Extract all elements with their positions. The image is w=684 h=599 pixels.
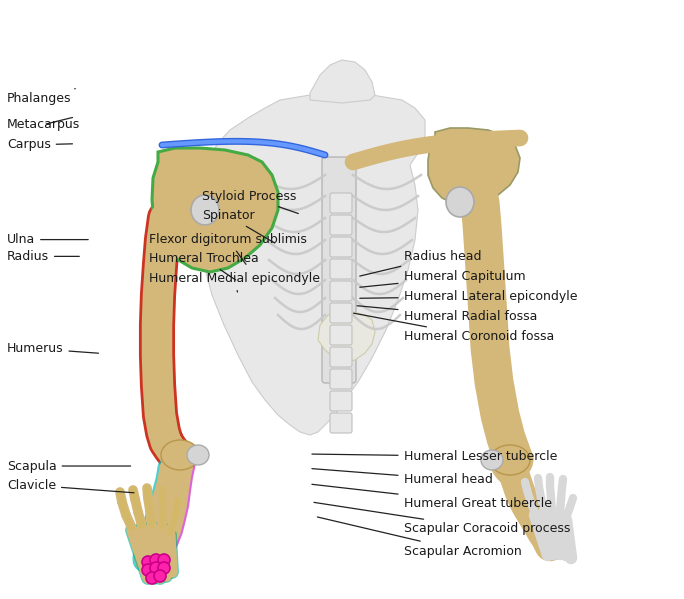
Text: Flexor digitorum sublimis: Flexor digitorum sublimis	[149, 233, 307, 264]
FancyBboxPatch shape	[330, 259, 352, 279]
FancyBboxPatch shape	[330, 303, 352, 323]
Text: Ulna: Ulna	[7, 233, 88, 246]
FancyBboxPatch shape	[330, 237, 352, 257]
Text: Scapula: Scapula	[7, 459, 131, 473]
Circle shape	[142, 564, 154, 576]
FancyBboxPatch shape	[330, 391, 352, 411]
Text: Scapular Coracoid process: Scapular Coracoid process	[314, 503, 570, 536]
Text: Humerus: Humerus	[7, 342, 98, 355]
Circle shape	[146, 572, 158, 584]
Text: Scapular Acromion: Scapular Acromion	[317, 517, 521, 558]
Text: Humeral Medial epicondyle: Humeral Medial epicondyle	[149, 272, 320, 292]
Text: Humeral Great tubercle: Humeral Great tubercle	[312, 485, 551, 510]
FancyBboxPatch shape	[330, 215, 352, 235]
Text: Humeral Lesser tubercle: Humeral Lesser tubercle	[312, 450, 557, 463]
Ellipse shape	[161, 440, 199, 470]
Ellipse shape	[446, 187, 474, 217]
FancyBboxPatch shape	[330, 347, 352, 367]
Text: Humeral Radial fossa: Humeral Radial fossa	[357, 305, 537, 323]
Text: Humeral Capitulum: Humeral Capitulum	[360, 270, 525, 288]
Text: Metacarpus: Metacarpus	[7, 117, 80, 131]
Polygon shape	[200, 93, 425, 435]
Ellipse shape	[490, 445, 530, 475]
Circle shape	[142, 556, 154, 568]
FancyBboxPatch shape	[330, 281, 352, 301]
Text: Spinator: Spinator	[202, 209, 274, 243]
Ellipse shape	[541, 537, 569, 559]
Circle shape	[158, 562, 170, 574]
Text: Clavicle: Clavicle	[7, 479, 134, 493]
Text: Humeral head: Humeral head	[312, 468, 492, 486]
Polygon shape	[428, 128, 520, 206]
Circle shape	[150, 562, 162, 574]
Text: Humeral Lateral epicondyle: Humeral Lateral epicondyle	[360, 290, 577, 303]
Ellipse shape	[191, 195, 219, 225]
Text: Styloid Process: Styloid Process	[202, 190, 298, 213]
FancyBboxPatch shape	[330, 413, 352, 433]
Text: Carpus: Carpus	[7, 138, 73, 152]
FancyBboxPatch shape	[330, 193, 352, 213]
Text: Humeral Trochlea: Humeral Trochlea	[149, 252, 259, 280]
FancyBboxPatch shape	[322, 157, 356, 383]
Text: Radius head: Radius head	[360, 250, 481, 276]
Circle shape	[158, 554, 170, 566]
Polygon shape	[152, 148, 278, 272]
Text: Humeral Coronoid fossa: Humeral Coronoid fossa	[354, 313, 554, 343]
Circle shape	[150, 554, 162, 566]
Polygon shape	[310, 60, 375, 103]
Circle shape	[154, 570, 166, 582]
Text: Radius: Radius	[7, 250, 79, 263]
Ellipse shape	[481, 450, 503, 470]
Polygon shape	[318, 312, 375, 362]
Ellipse shape	[187, 445, 209, 465]
Text: Phalanges: Phalanges	[7, 89, 75, 105]
FancyBboxPatch shape	[330, 369, 352, 389]
FancyBboxPatch shape	[330, 325, 352, 345]
